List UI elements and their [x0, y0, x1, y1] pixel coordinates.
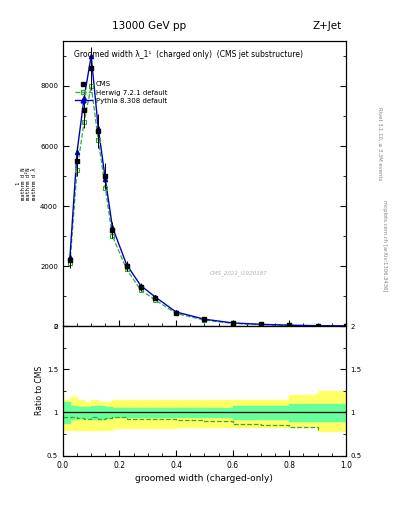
Text: CMS_2021_I1920187: CMS_2021_I1920187 — [210, 271, 268, 276]
Y-axis label: Ratio to CMS: Ratio to CMS — [35, 366, 44, 415]
Text: 13000 GeV pp: 13000 GeV pp — [112, 20, 186, 31]
Text: mcplots.cern.ch [arXiv:1306.3436]: mcplots.cern.ch [arXiv:1306.3436] — [382, 200, 387, 291]
Text: Z+Jet: Z+Jet — [313, 20, 342, 31]
Legend: CMS, Herwig 7.2.1 default, Pythia 8.308 default: CMS, Herwig 7.2.1 default, Pythia 8.308 … — [72, 79, 170, 106]
Text: Rivet 3.1.10, ≥ 3.3M events: Rivet 3.1.10, ≥ 3.3M events — [377, 106, 382, 180]
X-axis label: groomed width (charged-only): groomed width (charged-only) — [136, 474, 273, 483]
Text: 1
mathrm d N
mathrm d²N
mathrm d λ: 1 mathrm d N mathrm d²N mathrm d λ — [15, 167, 37, 200]
Text: Groomed width λ_1¹  (charged only)  (CMS jet substructure): Groomed width λ_1¹ (charged only) (CMS j… — [74, 50, 303, 58]
